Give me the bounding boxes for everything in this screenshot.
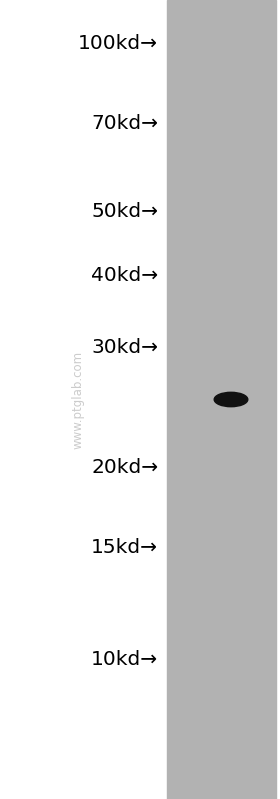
Text: 20kd→: 20kd→ (91, 458, 158, 477)
Text: www.ptglab.com: www.ptglab.com (72, 351, 85, 448)
Text: 100kd→: 100kd→ (78, 34, 158, 54)
Text: 30kd→: 30kd→ (91, 338, 158, 357)
Text: 15kd→: 15kd→ (91, 538, 158, 557)
Text: 70kd→: 70kd→ (91, 114, 158, 133)
Text: 50kd→: 50kd→ (91, 202, 158, 221)
Text: 40kd→: 40kd→ (91, 266, 158, 285)
Ellipse shape (214, 392, 248, 407)
Bar (167, 0, 276, 799)
Text: 10kd→: 10kd→ (91, 650, 158, 669)
